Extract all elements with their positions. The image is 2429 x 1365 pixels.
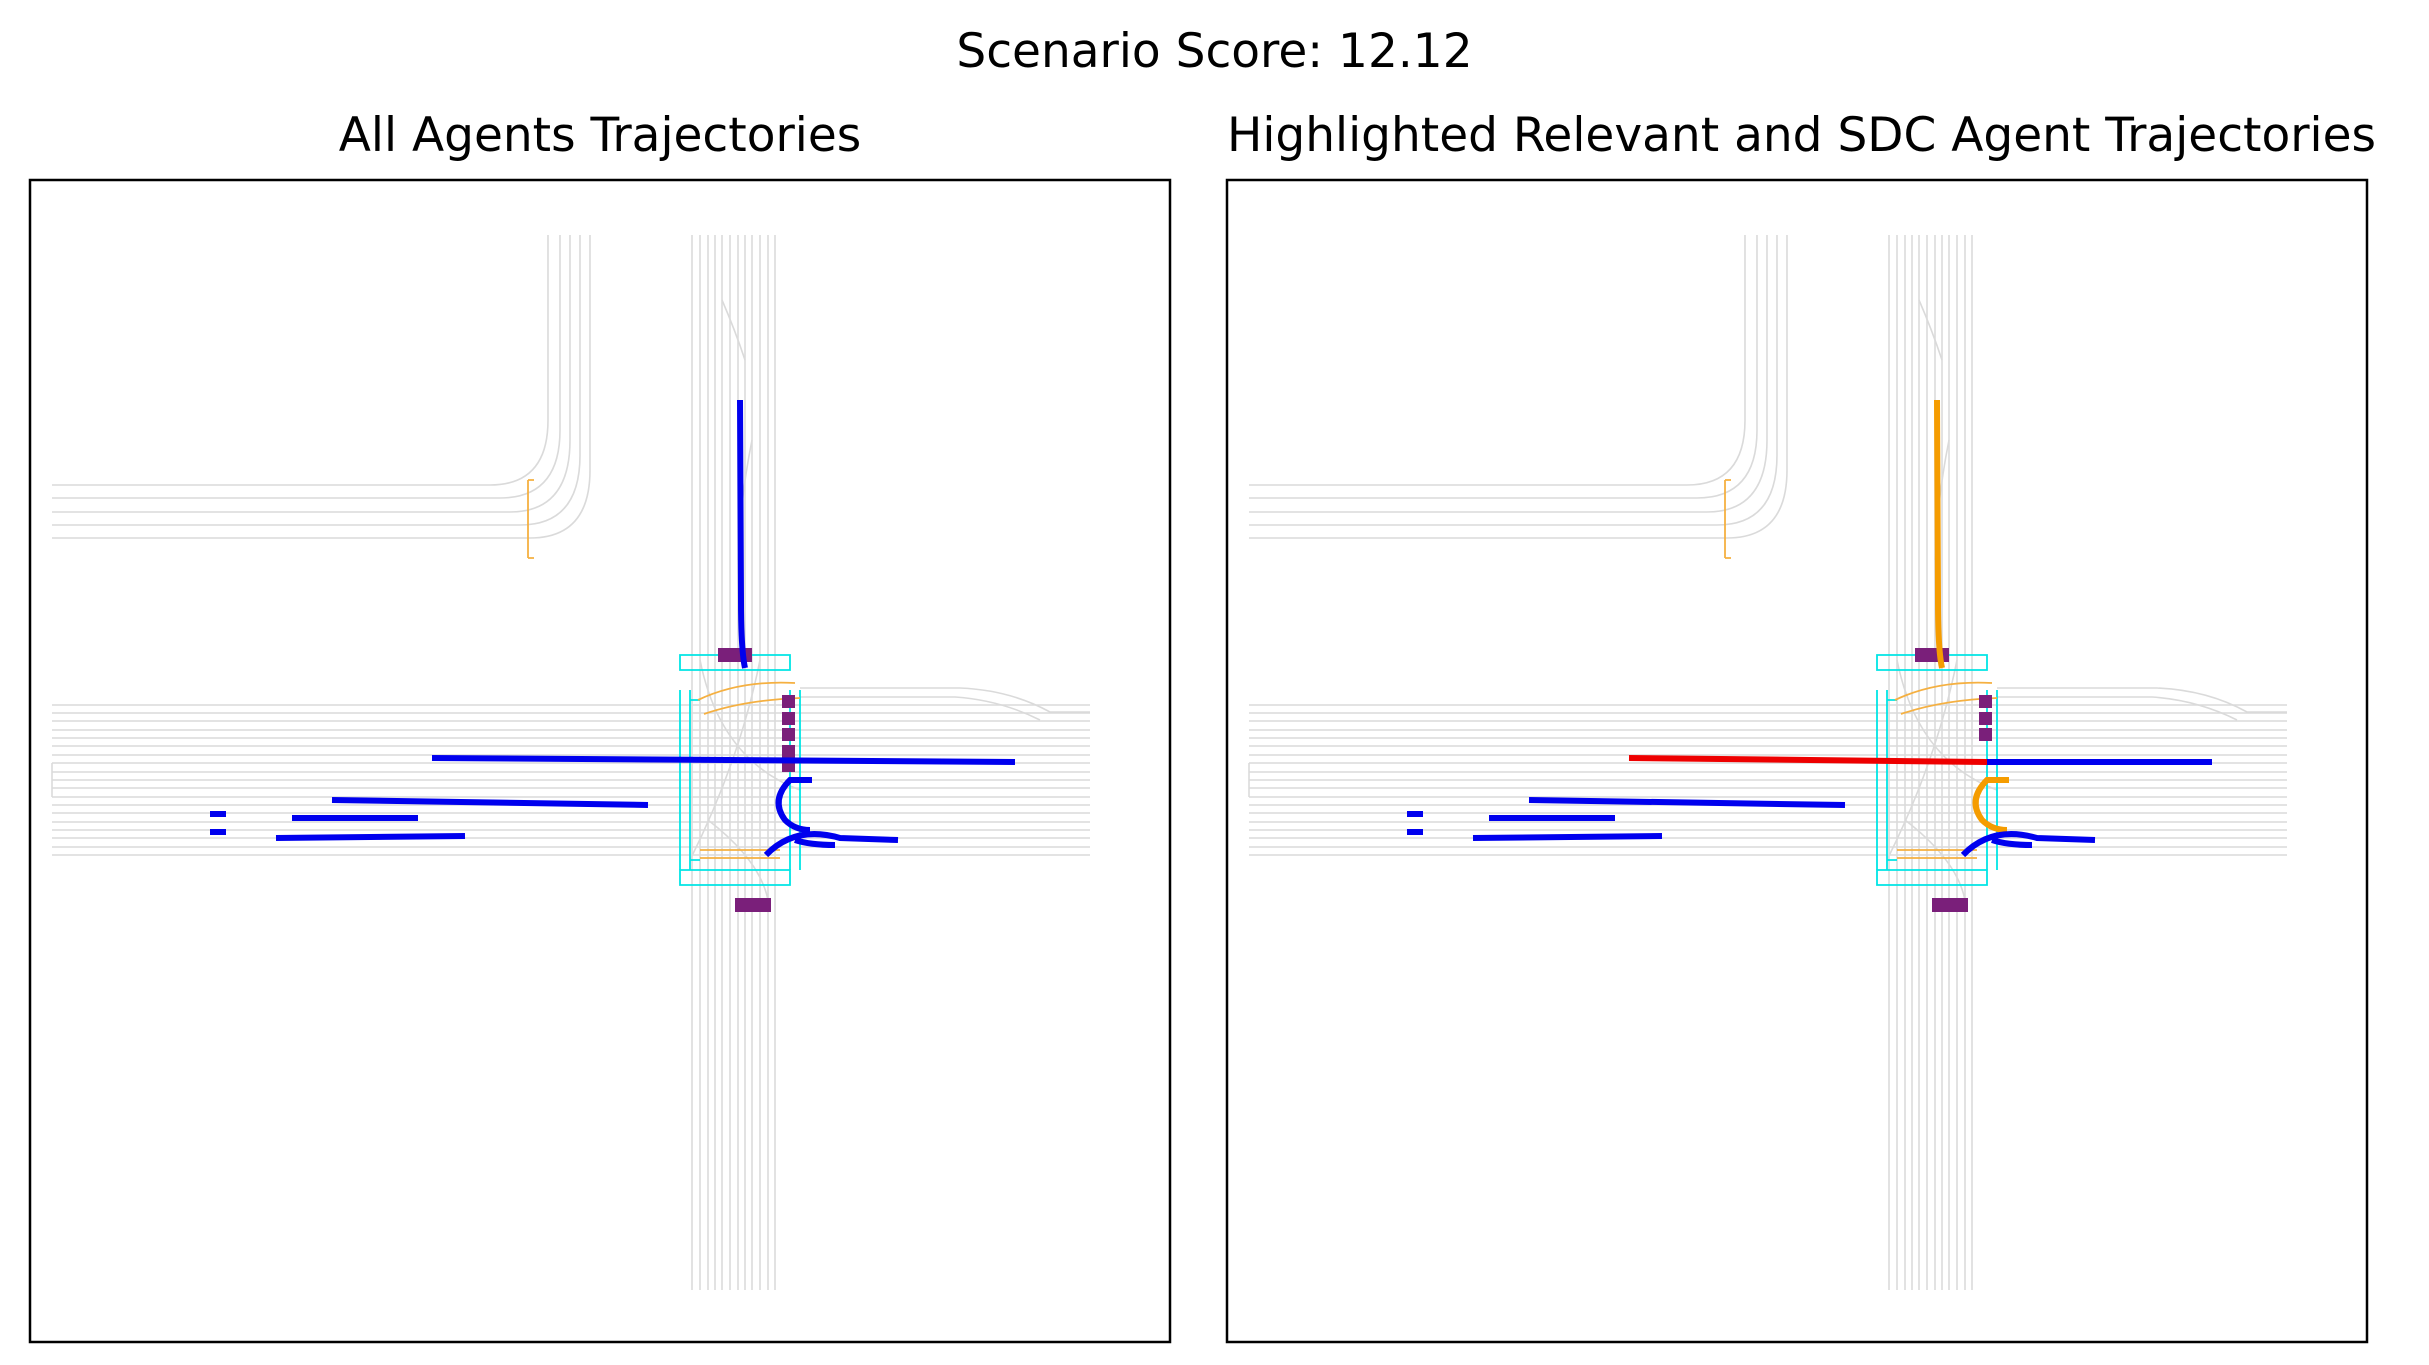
static-agent bbox=[1932, 898, 1968, 912]
trajectory-agent bbox=[1528, 797, 1846, 808]
trajectory-agent bbox=[275, 833, 466, 841]
static-agent bbox=[1979, 712, 1992, 725]
trajectory-agent bbox=[737, 399, 748, 669]
panel-highlighted bbox=[1225, 178, 2369, 1344]
static-agent bbox=[782, 695, 795, 708]
panel-title-highlighted: Highlighted Relevant and SDC Agent Traje… bbox=[1227, 108, 2376, 163]
static-agent bbox=[782, 745, 795, 758]
static-agent bbox=[735, 898, 771, 912]
trajectory-relevant-agent bbox=[1934, 399, 1945, 669]
trajectory-agent bbox=[1472, 833, 1663, 841]
trajectory-agent bbox=[794, 837, 836, 848]
agent-trajectories bbox=[1407, 399, 2212, 858]
trajectory-agent bbox=[331, 797, 649, 808]
trajectory-agent bbox=[763, 831, 899, 858]
static-agent bbox=[782, 712, 795, 725]
static-agent bbox=[1915, 648, 1949, 662]
static-agent bbox=[1979, 728, 1992, 741]
trajectory-agent bbox=[431, 755, 1016, 765]
trajectory-relevant-agent bbox=[1972, 777, 2009, 833]
static-agent bbox=[1979, 695, 1992, 708]
trajectory-agent bbox=[775, 777, 812, 833]
static-agent bbox=[782, 762, 795, 772]
agent-trajectories bbox=[210, 399, 1016, 858]
trajectory-sdc bbox=[1628, 755, 1988, 765]
trajectory-agent bbox=[1960, 831, 2096, 858]
figure-title: Scenario Score: 12.12 bbox=[956, 24, 1473, 79]
static-agent bbox=[718, 648, 752, 662]
trajectory-agent bbox=[1991, 837, 2033, 848]
panel-title-all-agents: All Agents Trajectories bbox=[338, 108, 862, 163]
static-agent bbox=[782, 728, 795, 741]
panel-all-agents bbox=[28, 178, 1172, 1344]
